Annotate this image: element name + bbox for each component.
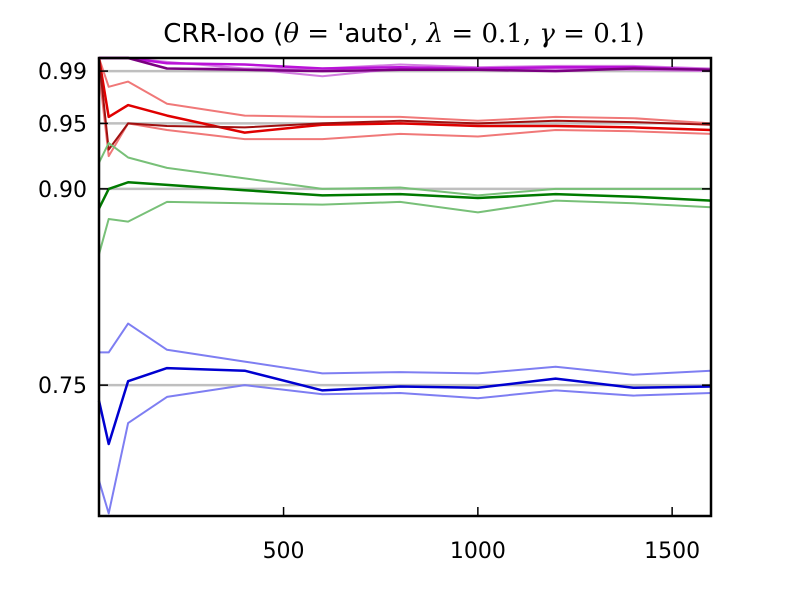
plot-frame: [97, 56, 713, 518]
x-tick-label: 1000: [450, 539, 506, 564]
series-line: [98, 57, 712, 125]
y-tick-label: 0.75: [38, 374, 87, 399]
series-line: [98, 70, 712, 158]
x-tick-label: 1500: [644, 539, 700, 564]
y-tick-label: 0.90: [38, 178, 87, 203]
series-line: [98, 142, 711, 197]
series-line: [98, 384, 712, 515]
axis-ticks: 500 1000 1500 0.75 0.90 0.95 0.99: [38, 58, 711, 564]
series-line: [97, 57, 712, 134]
series-lines: [97, 56, 712, 515]
series-line: [98, 199, 712, 255]
series-line: [98, 57, 712, 151]
y-tick-label: 0.99: [38, 60, 87, 85]
y-tick-label: 0.95: [38, 112, 87, 137]
chart-title: CRR-loo (θ = 'auto', λ = 0.1, γ = 0.1): [163, 19, 644, 49]
series-line: [99, 322, 712, 376]
x-tick-label: 500: [263, 539, 305, 564]
series-line: [97, 181, 712, 210]
series-line: [97, 366, 712, 446]
